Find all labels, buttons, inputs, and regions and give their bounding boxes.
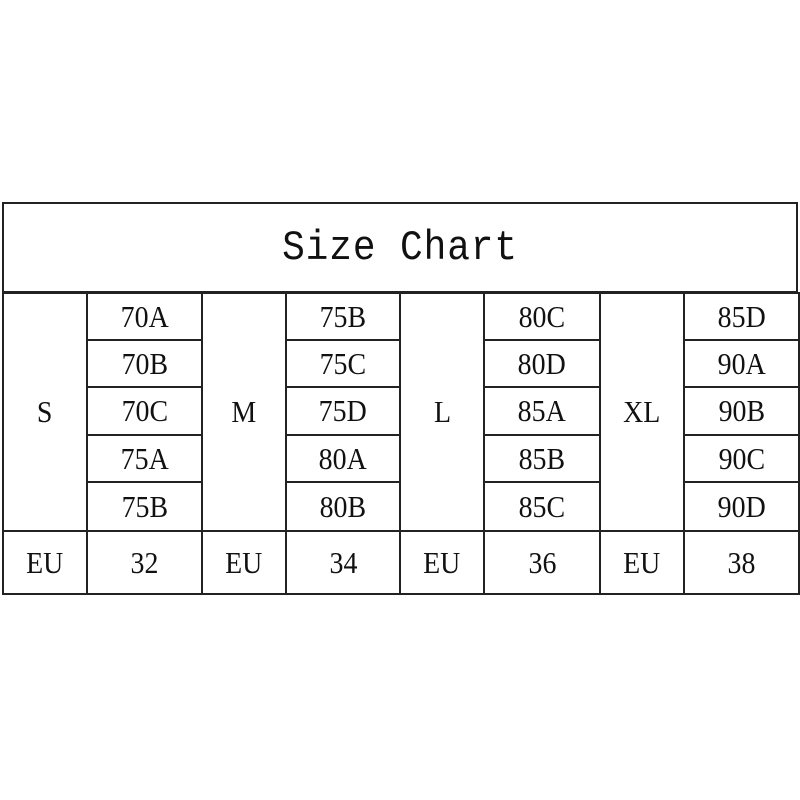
cup-size-cell: 90D	[683, 481, 800, 532]
eu-label: EU	[2, 530, 88, 595]
cup-size-cell-text: 85A	[517, 393, 567, 428]
cup-size-cell: 90C	[683, 434, 800, 483]
title-text: Size Chart	[282, 223, 518, 272]
eu-label-text: EU	[26, 544, 64, 580]
size-label-text: S	[37, 394, 53, 429]
eu-label-text: EU	[623, 544, 661, 580]
eu-value: 36	[483, 530, 601, 595]
eu-value-text: 34	[329, 544, 357, 580]
cup-size-cell: 90B	[683, 386, 800, 436]
size-label-text: XL	[623, 394, 661, 429]
cup-size-cell: 75B	[86, 481, 203, 532]
cup-size-cell: 70A	[86, 292, 203, 341]
cup-size-cell-text: 75B	[319, 298, 367, 334]
cup-size-cell-text: 80A	[318, 440, 368, 476]
cup-size-cell-text: 85D	[717, 298, 766, 334]
cup-size-cell: 75C	[285, 339, 401, 388]
eu-label: EU	[599, 530, 685, 595]
cup-size-cell-text: 90C	[718, 440, 765, 476]
cup-size-cell: 75B	[285, 292, 401, 341]
cup-size-cell: 75D	[285, 386, 401, 436]
cup-size-cell: 85D	[683, 292, 800, 341]
cup-size-cell-text: 85C	[518, 488, 566, 524]
cup-size-cell: 80C	[483, 292, 601, 341]
cup-size-cell: 80A	[285, 434, 401, 483]
cup-size-cell-text: 75C	[319, 345, 367, 381]
size-label-text: L	[433, 394, 451, 429]
eu-label: EU	[201, 530, 287, 595]
cup-size-cell: 70C	[86, 386, 203, 436]
size-label: M	[201, 292, 287, 532]
cup-size-cell: 85C	[483, 481, 601, 532]
cup-size-cell-text: 80C	[518, 298, 566, 334]
eu-label: EU	[399, 530, 485, 595]
cup-size-cell: 80B	[285, 481, 401, 532]
cup-size-cell: 80D	[483, 339, 601, 388]
size-label: L	[399, 292, 485, 532]
cup-size-cell-text: 70B	[121, 345, 168, 381]
cup-size-cell: 75A	[86, 434, 203, 483]
eu-value-text: 36	[528, 544, 556, 580]
size-label: XL	[599, 292, 685, 532]
cup-size-cell-text: 85B	[518, 440, 566, 476]
eu-label-text: EU	[423, 544, 461, 580]
eu-value: 34	[285, 530, 401, 595]
cup-size-cell-text: 80D	[517, 345, 567, 381]
eu-value-text: 38	[727, 544, 756, 580]
cup-size-cell: 70B	[86, 339, 203, 388]
cup-size-cell: 85A	[483, 386, 601, 436]
size-label: S	[2, 292, 88, 532]
size-label-text: M	[231, 394, 257, 429]
cup-size-cell-text: 90A	[717, 345, 766, 381]
eu-value: 32	[86, 530, 203, 595]
cup-size-cell: 85B	[483, 434, 601, 483]
eu-label-text: EU	[225, 544, 263, 580]
cup-size-cell-text: 75A	[120, 440, 169, 476]
eu-value: 38	[683, 530, 800, 595]
size-chart-title: Size Chart	[2, 202, 798, 293]
cup-size-cell: 90A	[683, 339, 800, 388]
cup-size-cell-text: 90B	[718, 393, 765, 428]
cup-size-cell-text: 75B	[121, 488, 168, 524]
cup-size-cell-text: 90D	[717, 488, 766, 524]
eu-value-text: 32	[130, 544, 159, 580]
cup-size-cell-text: 70C	[121, 393, 168, 428]
cup-size-cell-text: 70A	[120, 298, 169, 334]
cup-size-cell-text: 75D	[318, 393, 368, 428]
cup-size-cell-text: 80B	[319, 488, 367, 524]
